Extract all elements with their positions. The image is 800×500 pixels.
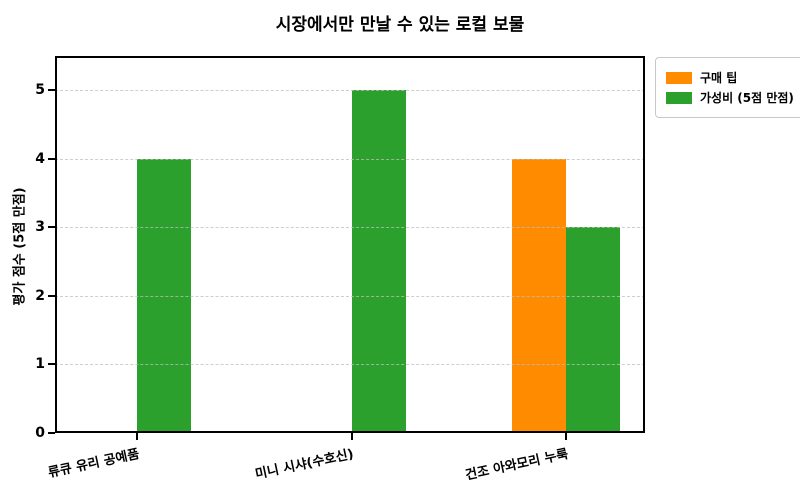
y-tick-mark-2 (48, 294, 55, 297)
x-tick-label-text-2: 건조 아와모리 누룩 (464, 446, 570, 484)
x-tick-mark-0 (136, 433, 138, 440)
legend-label-purchase-tip: 구매 팁 (700, 71, 738, 85)
gridline-5 (55, 90, 645, 92)
legend-label-value-rating: 가성비 (5점 만점) (700, 91, 794, 105)
x-tick-mark-2 (565, 433, 567, 440)
legend-item-purchase-tip: 구매 팁 (666, 69, 794, 86)
bar-value-rating-1 (351, 90, 406, 433)
y-tick-label-2: 2 (35, 287, 45, 304)
gridline-1 (55, 364, 645, 366)
y-tick-label-3: 3 (35, 219, 45, 236)
y-tick-mark-4 (48, 157, 55, 160)
legend-swatch-orange (666, 71, 692, 84)
bar-value-rating-2 (566, 227, 620, 433)
y-tick-label-0: 0 (35, 425, 45, 441)
y-tick-mark-0 (48, 432, 55, 434)
plot-area (55, 56, 645, 433)
chart-title: 시장에서만 만날 수 있는 로컬 보물 (275, 15, 525, 35)
x-tick-label-text-0: 류큐 유리 공예품 (47, 446, 141, 481)
gridline-2 (55, 295, 645, 297)
y-tick-mark-5 (48, 89, 55, 92)
gridline-4 (55, 158, 645, 160)
y-axis-label: 평가 점수 (5점 만점) (12, 187, 28, 306)
gridline-3 (55, 227, 645, 229)
legend: 구매 팁 가성비 (5점 만점) (655, 57, 800, 118)
legend-swatch-green (666, 91, 692, 104)
y-tick-label-1: 1 (35, 356, 45, 373)
x-tick-label-text-1: 미니 시샤(수호신) (254, 446, 356, 483)
y-tick-mark-1 (48, 363, 55, 366)
y-tick-label-4: 4 (35, 150, 45, 167)
x-tick-mark-1 (350, 433, 353, 440)
legend-item-value-rating: 가성비 (5점 만점) (666, 89, 794, 106)
y-tick-label-5: 5 (35, 82, 45, 99)
y-tick-mark-3 (48, 226, 55, 229)
